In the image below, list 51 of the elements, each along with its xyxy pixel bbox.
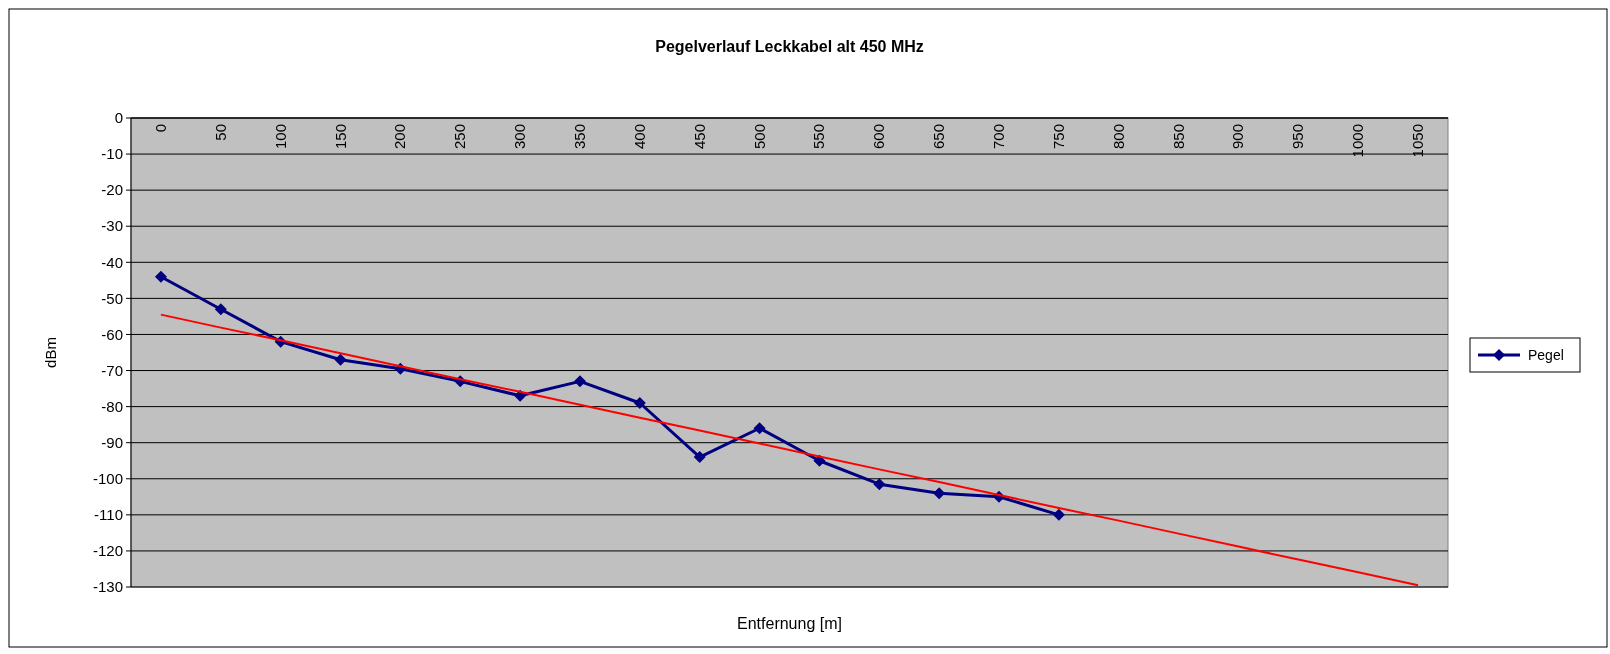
y-axis-title: dBm [42, 337, 59, 368]
y-tick-label: -30 [101, 217, 123, 235]
y-tick-label: -40 [101, 253, 123, 271]
x-tick-label: 650 [930, 124, 948, 150]
x-tick-label: 800 [1109, 124, 1127, 150]
point [873, 478, 886, 491]
y-tick-label: -120 [92, 542, 123, 560]
x-tick-label: 200 [391, 124, 409, 150]
point [214, 303, 227, 316]
x-tick-label: 850 [1169, 124, 1187, 150]
x-tick-label: 500 [750, 124, 768, 150]
point [693, 451, 706, 464]
x-tick-label: 950 [1289, 124, 1307, 150]
x-tick-label: 350 [570, 124, 588, 150]
point [633, 397, 646, 410]
x-tick-label: 250 [451, 124, 469, 150]
y-tick-label: -100 [92, 470, 123, 488]
x-tick-label: 600 [870, 124, 888, 150]
x-tick-label: 100 [271, 124, 289, 150]
y-tick-label: -70 [101, 361, 123, 379]
point [813, 454, 826, 467]
y-tick-label: 0 [114, 109, 123, 127]
y-tick-label: -60 [101, 325, 123, 343]
chart-title: Pegelverlauf Leckkabel alt 450 MHz [655, 38, 924, 55]
x-tick-label: 50 [211, 124, 229, 141]
point [334, 353, 347, 366]
point [154, 270, 167, 283]
y-tick-label: -50 [101, 289, 123, 307]
x-tick-label: 700 [990, 124, 1008, 150]
x-tick-label: 300 [511, 124, 529, 150]
y-tick-label: -130 [92, 578, 123, 596]
x-tick-label: 550 [810, 124, 828, 150]
x-tick-label: 150 [331, 124, 349, 150]
x-tick-label: 0 [151, 124, 169, 133]
x-axis-title: Entfernung [m] [737, 615, 842, 632]
x-tick-label: 400 [630, 124, 648, 150]
point [753, 422, 766, 435]
legend-label: Pegel [1528, 346, 1564, 363]
line-series [159, 313, 1420, 587]
y-tick-label: -10 [101, 145, 123, 163]
point [573, 375, 586, 388]
y-tick-label: -80 [101, 397, 123, 415]
y-tick-label: -110 [94, 506, 123, 524]
point [1052, 508, 1065, 521]
x-tick-label: 450 [690, 124, 708, 150]
y-tick-label: -20 [101, 181, 123, 199]
x-tick-label: 900 [1229, 124, 1247, 150]
x-tick-label: 750 [1049, 124, 1067, 150]
y-tick-label: -90 [101, 433, 123, 451]
x-tick-label: 1050 [1409, 124, 1427, 158]
x-tick-label: 1000 [1349, 124, 1367, 158]
